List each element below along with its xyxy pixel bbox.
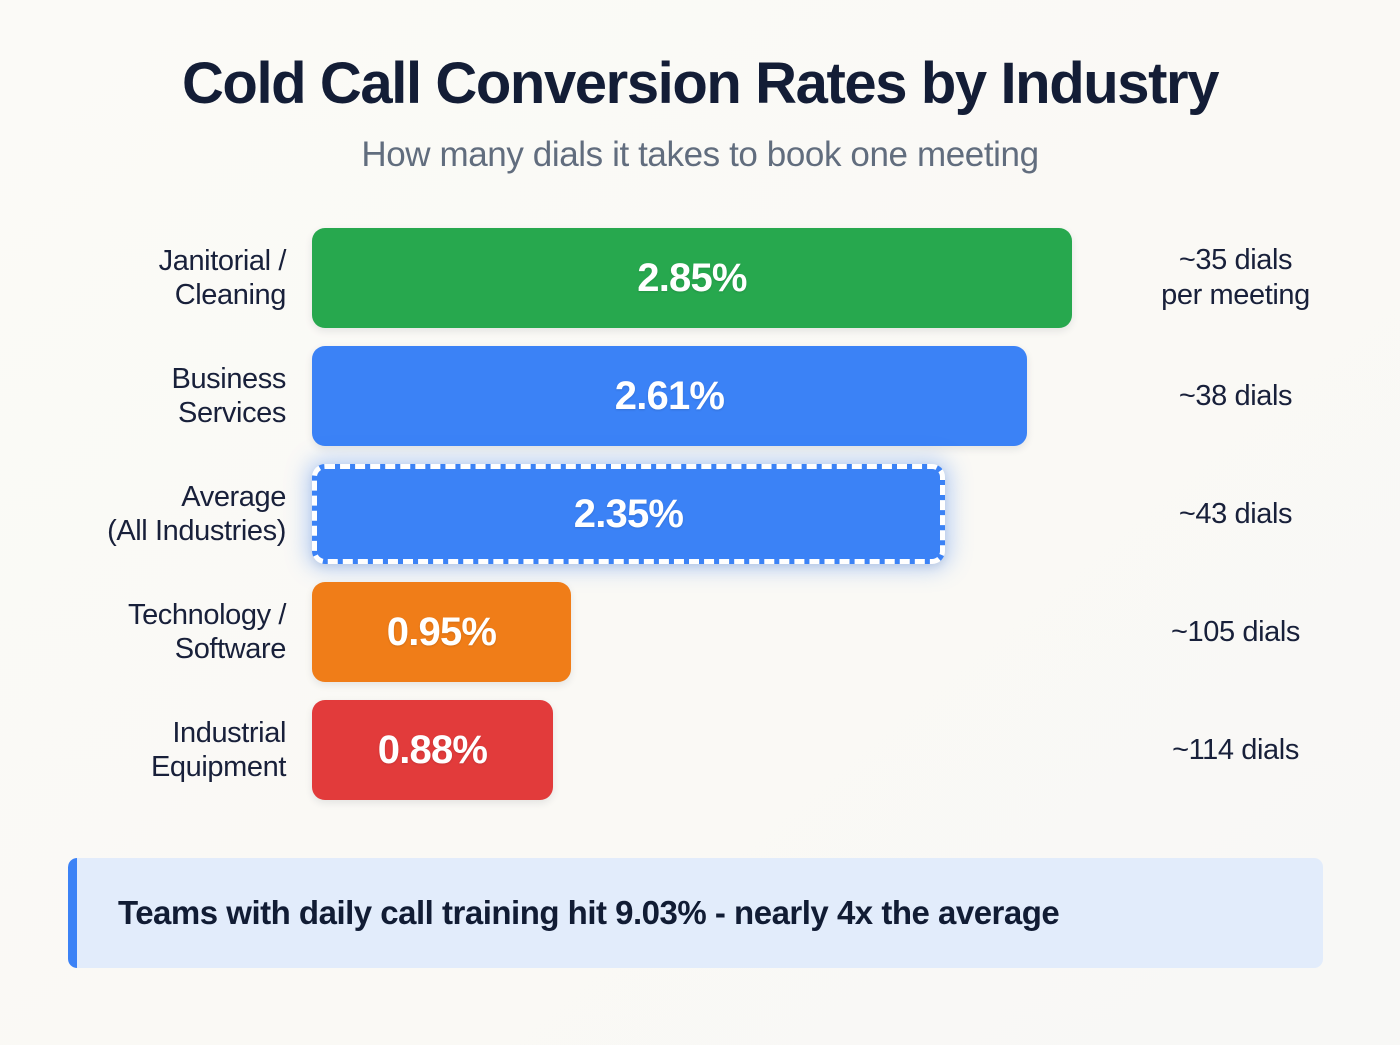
category-label: Janitorial / Cleaning — [158, 244, 287, 311]
bar-janitorial-cleaning: 2.85% — [312, 228, 1072, 328]
chart-row: Technology / Software 0.95% ~105 dials — [0, 582, 1400, 682]
bar-track: 2.85% — [312, 228, 1400, 328]
category-label: Business Services — [171, 362, 287, 429]
bar-value-label: 2.35% — [573, 491, 684, 536]
chart-row: Business Services 2.61% ~38 dials — [0, 346, 1400, 446]
callout-text: Teams with daily call training hit 9.03%… — [118, 894, 1060, 931]
bar-average-all-industries: 2.35% — [312, 464, 945, 564]
page-subtitle: How many dials it takes to book one meet… — [361, 134, 1039, 174]
category-label: Industrial Equipment — [150, 716, 286, 783]
bar-business-services: 2.61% — [312, 346, 1027, 446]
callout-accent-bar — [68, 858, 77, 968]
chart-header: Cold Call Conversion Rates by Industry H… — [0, 0, 1400, 175]
category-label: Technology / Software — [127, 598, 286, 665]
callout-box: Teams with daily call training hit 9.03%… — [68, 858, 1323, 968]
dials-annotation: ~35 dials per meeting — [1161, 244, 1310, 311]
bar-value-label: 2.85% — [637, 255, 747, 300]
chart-row: Janitorial / Cleaning 2.85% ~35 dials pe… — [0, 228, 1400, 328]
chart-row: Industrial Equipment 0.88% ~114 dials — [0, 700, 1400, 800]
bar-technology-software: 0.95% — [312, 582, 571, 682]
bar-value-label: 2.61% — [614, 373, 725, 418]
bar-value-label: 0.88% — [377, 727, 488, 772]
chart-row: Average (All Industries) 2.35% ~43 dials — [0, 464, 1400, 564]
page-title: Cold Call Conversion Rates by Industry — [181, 51, 1220, 116]
dials-annotation: ~43 dials — [1178, 497, 1293, 530]
category-label: Average (All Industries) — [107, 480, 286, 547]
dials-annotation: ~38 dials — [1178, 379, 1293, 412]
bar-track: 2.61% — [312, 346, 1400, 446]
bar-track: 2.35% — [312, 464, 1400, 564]
dials-annotation: ~105 dials — [1170, 615, 1301, 648]
bar-industrial-equipment: 0.88% — [312, 700, 553, 800]
bar-track: 0.88% — [312, 700, 1400, 800]
bar-track: 0.95% — [312, 582, 1400, 682]
bar-chart: Janitorial / Cleaning 2.85% ~35 dials pe… — [0, 228, 1400, 800]
dials-annotation: ~114 dials — [1172, 733, 1299, 766]
bar-value-label: 0.95% — [386, 609, 497, 654]
